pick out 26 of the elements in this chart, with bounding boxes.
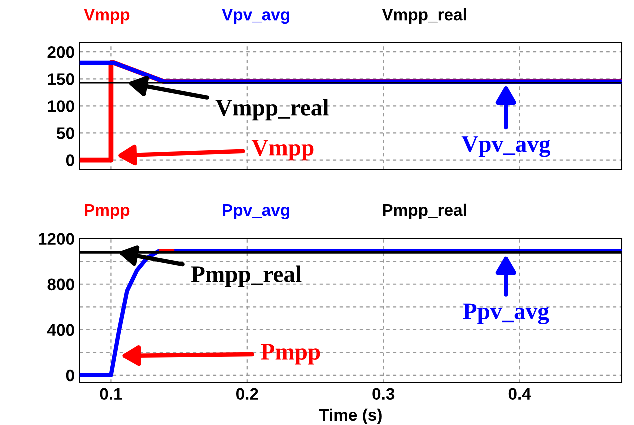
y-tick-label: 150 [48,74,74,86]
text: Pmpp [85,204,130,220]
y-tick-label: 400 [47,324,74,336]
y-tick-label: 0 [66,370,74,382]
y-tick-label: 0 [66,154,74,166]
annotation: Ppv_avg [463,304,550,324]
x-tick-label: 0.1 [100,388,122,400]
y-tick-label: 100 [48,100,74,112]
series-label: Ppv_avg [223,204,290,220]
x-tick-label: 0.3 [372,388,395,400]
x-tick-label: 0.4 [508,388,532,400]
y-tick-label: 200 [48,46,74,58]
y-tick-label: 800 [48,278,74,291]
text: Vmpp [84,9,130,24]
x-axis-title: Time (s) [319,408,382,424]
y-tick-label: 1200 [39,233,74,246]
annotation: Pmpp_real [191,266,302,288]
annotation: Pmpp [261,344,320,365]
x-tick-label: 0.2 [236,388,258,400]
annotation: Vmpp_real [216,99,329,121]
text: Vpv_avg [222,9,290,24]
series-label: Pmpp_real [383,204,466,220]
y-tick-label: 50 [57,128,74,140]
text: Vmpp_real [382,8,466,24]
annotation: Vpv_avg [462,136,551,158]
annotation: Vmpp [252,140,314,161]
